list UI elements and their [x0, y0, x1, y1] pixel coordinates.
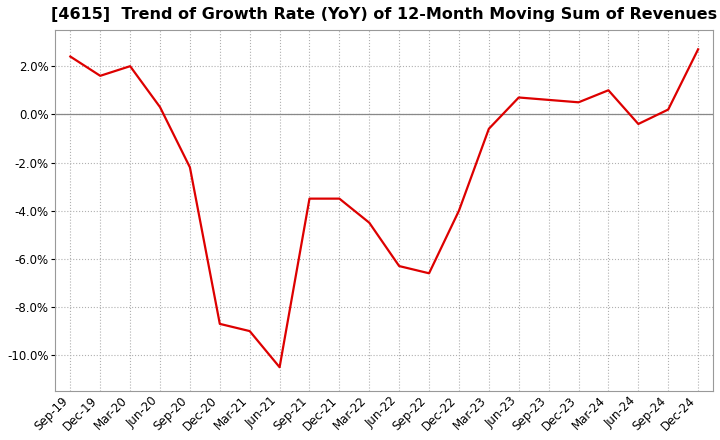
Title: [4615]  Trend of Growth Rate (YoY) of 12-Month Moving Sum of Revenues: [4615] Trend of Growth Rate (YoY) of 12-… [51, 7, 717, 22]
